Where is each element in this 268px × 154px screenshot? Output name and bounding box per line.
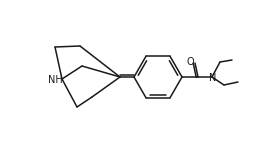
Text: O: O (186, 57, 194, 67)
Text: NH: NH (48, 75, 62, 85)
Text: N: N (209, 73, 217, 83)
